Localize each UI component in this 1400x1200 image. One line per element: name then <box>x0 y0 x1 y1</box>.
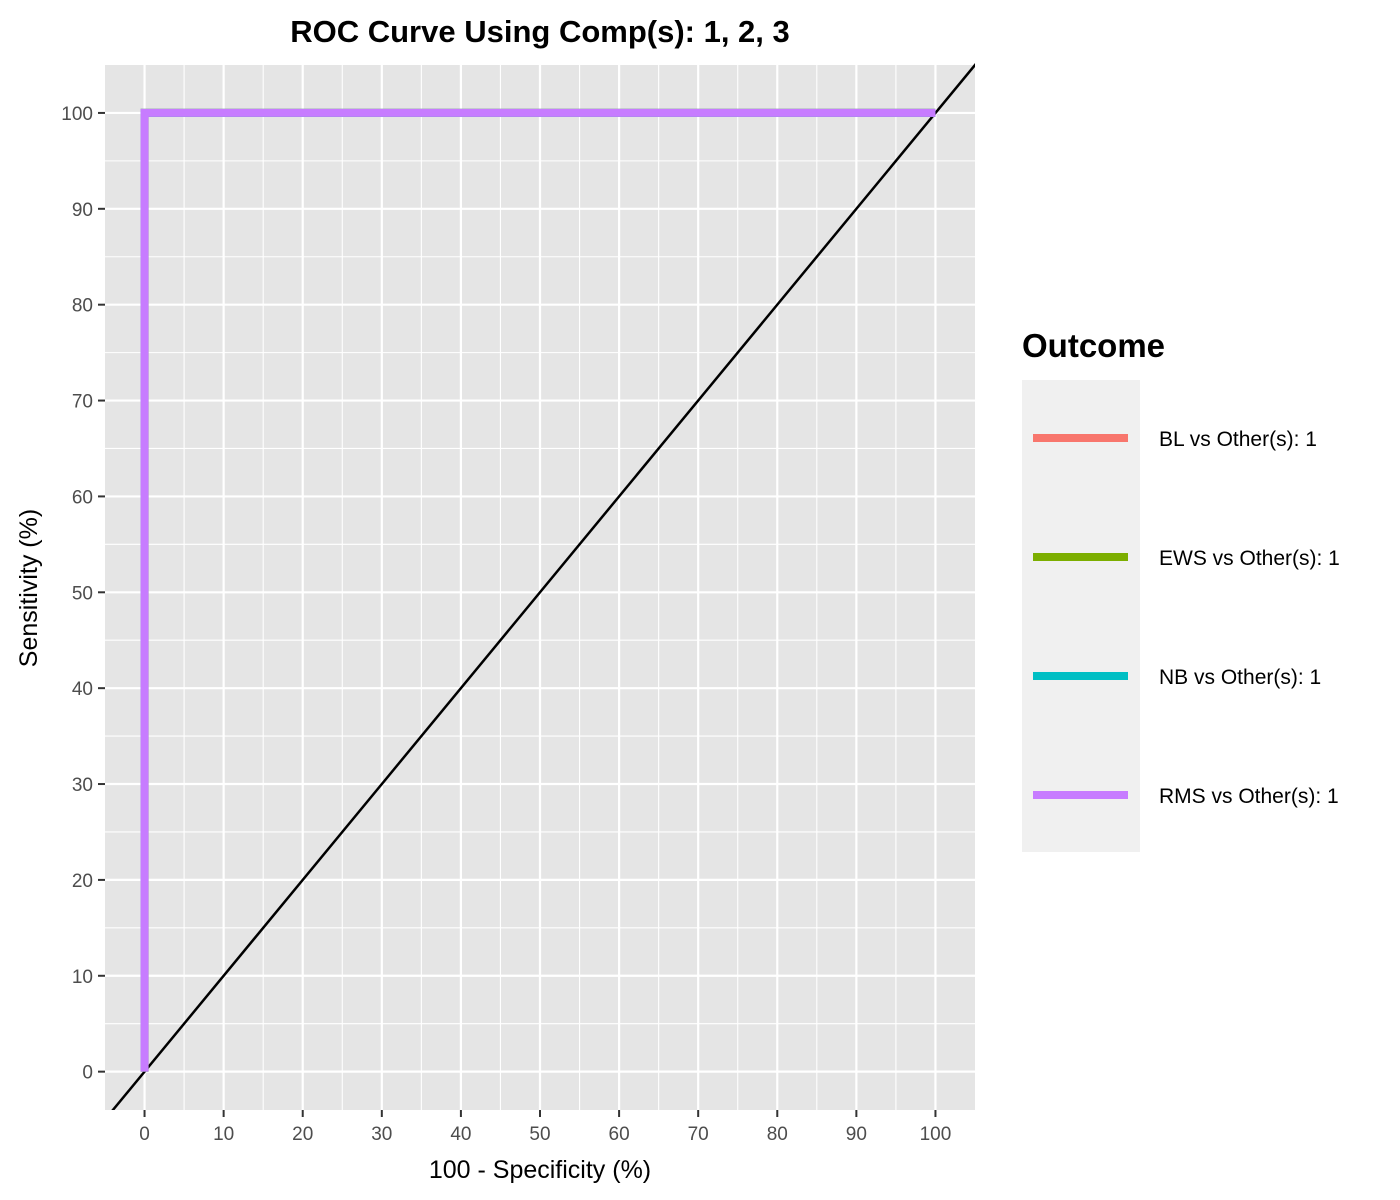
y-tick-label: 80 <box>72 296 93 317</box>
x-tick-label: 10 <box>213 1124 234 1145</box>
x-tick-label: 90 <box>846 1124 867 1145</box>
x-axis-ticks: 0 10 20 30 40 50 60 70 80 90 100 <box>139 1110 951 1145</box>
y-tick-label: 0 <box>82 1063 93 1084</box>
x-tick-label: 100 <box>920 1124 952 1145</box>
legend-label-3: NB vs Other(s): 1 <box>1159 666 1321 689</box>
y-tick-label: 20 <box>72 871 93 892</box>
series-group <box>140 108 936 1072</box>
y-axis-title: Sensitivity (%) <box>15 509 43 667</box>
x-tick-label: 70 <box>688 1124 709 1145</box>
y-tick-label: 30 <box>72 775 93 796</box>
reference-line <box>111 63 975 1110</box>
x-tick-label: 60 <box>609 1124 630 1145</box>
legend-entries: BL vs Other(s): 1 EWS vs Other(s): 1 NB vs… <box>1033 428 1340 808</box>
series-line-4 <box>140 108 936 1072</box>
chart-title: ROC Curve Using Comp(s): 1, 2, 3 <box>290 14 790 49</box>
y-tick-label: 60 <box>72 487 93 508</box>
x-tick-label: 50 <box>529 1124 550 1145</box>
y-axis-ticks: 0 10 20 30 40 50 60 70 80 90 100 <box>61 104 105 1084</box>
x-tick-label: 80 <box>767 1124 788 1145</box>
legend-label-2: EWS vs Other(s): 1 <box>1159 547 1340 570</box>
y-tick-label: 40 <box>72 679 93 700</box>
y-tick-label: 10 <box>72 967 93 988</box>
legend-title: Outcome <box>1022 327 1165 364</box>
x-axis-title: 100 - Specificity (%) <box>429 1156 651 1184</box>
y-tick-label: 70 <box>72 392 93 413</box>
y-tick-label: 50 <box>72 583 93 604</box>
x-tick-label: 30 <box>371 1124 392 1145</box>
y-tick-label: 90 <box>72 200 93 221</box>
x-tick-label: 20 <box>292 1124 313 1145</box>
legend-label-1: BL vs Other(s): 1 <box>1159 428 1317 451</box>
legend-label-4: RMS vs Other(s): 1 <box>1159 785 1339 808</box>
x-tick-label: 40 <box>450 1124 471 1145</box>
reference-line-group <box>111 63 975 1110</box>
y-tick-label: 100 <box>61 104 93 125</box>
x-tick-label: 0 <box>139 1124 150 1145</box>
legend-box <box>1022 380 1140 852</box>
